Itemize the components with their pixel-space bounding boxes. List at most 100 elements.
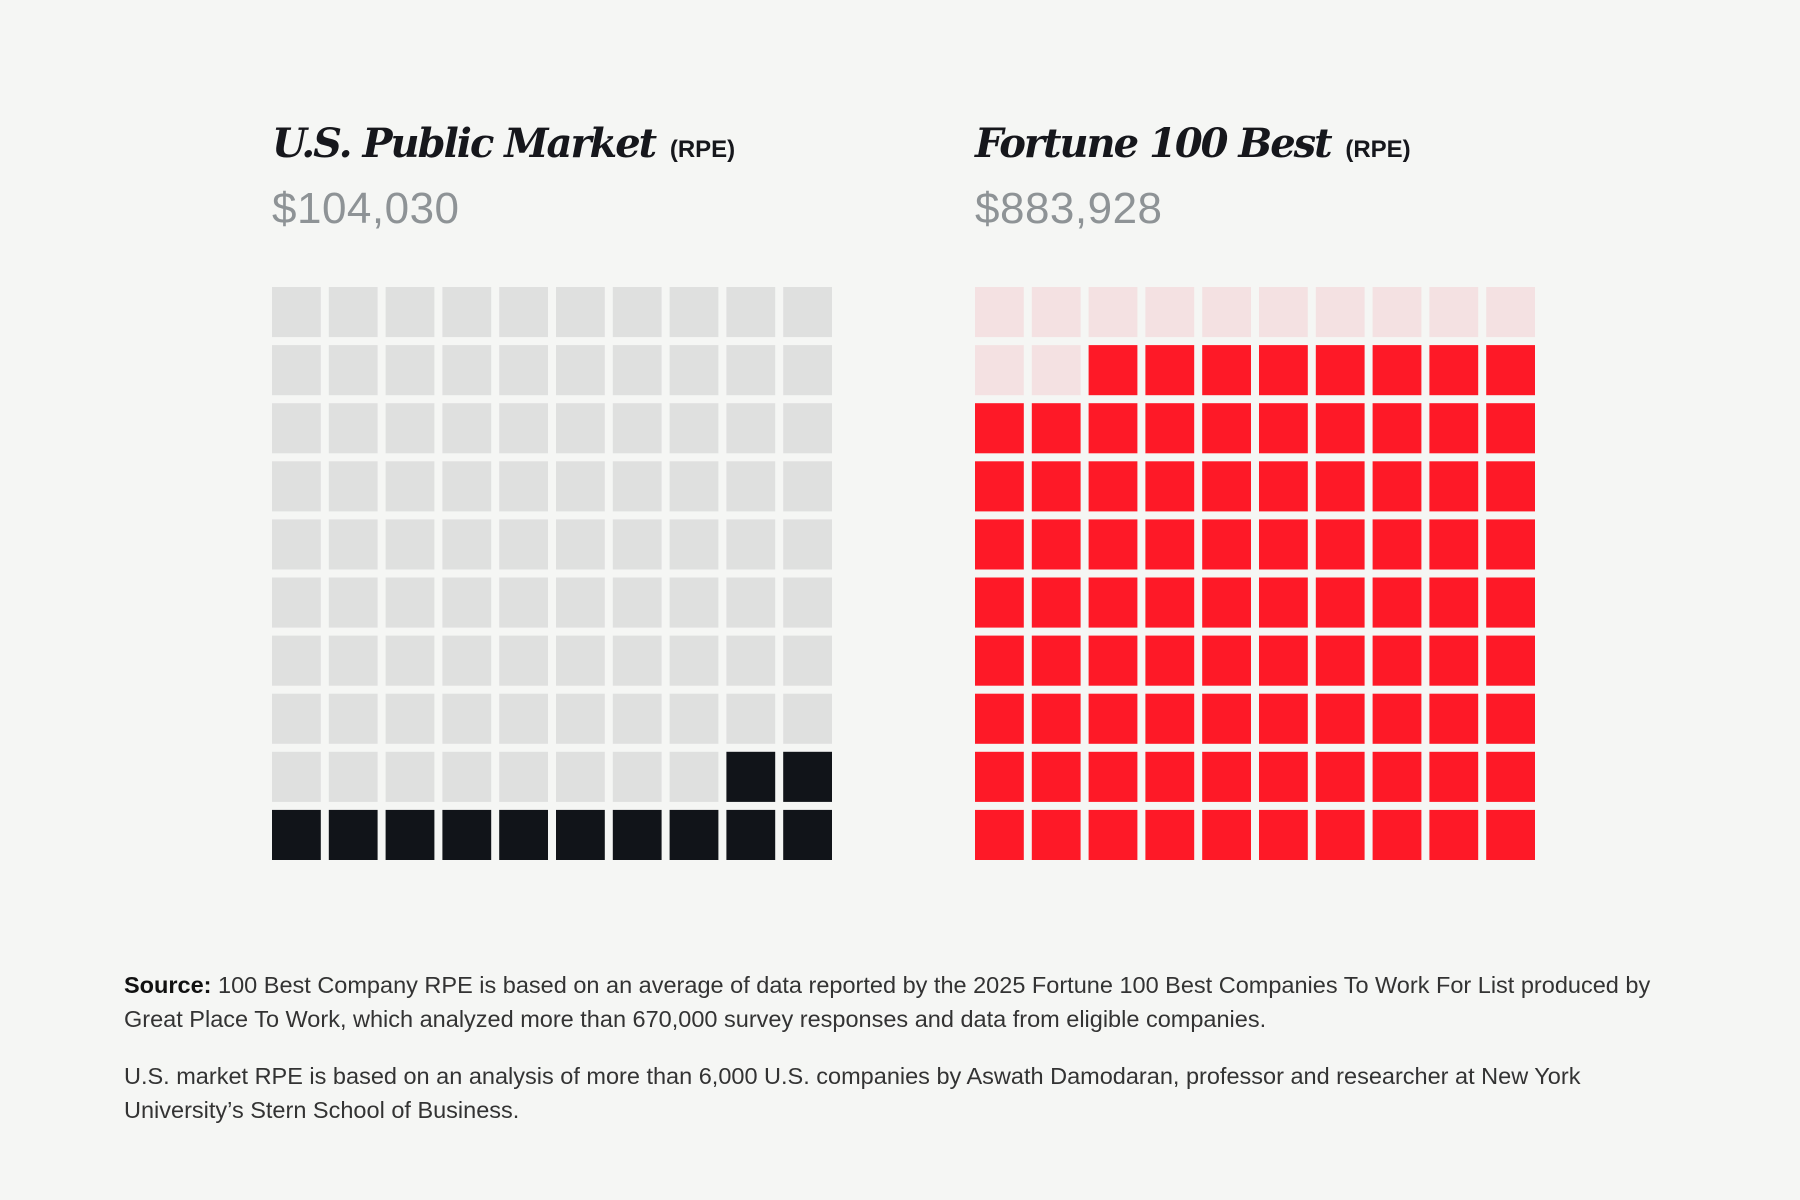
waffle-cell-filled — [1088, 577, 1138, 628]
waffle-cell-empty — [669, 345, 719, 396]
waffle-cell-filled — [1315, 693, 1365, 744]
waffle-cell-empty — [442, 345, 492, 396]
us-public-market-waffle — [272, 287, 832, 860]
waffle-cell-empty — [499, 693, 548, 744]
waffle-cell-empty — [669, 287, 719, 338]
waffle-cell-empty — [726, 693, 776, 744]
waffle-cell-filled — [1486, 809, 1535, 860]
waffle-cell-filled — [1429, 519, 1479, 570]
waffle-cell-filled — [975, 577, 1024, 628]
waffle-cell-empty — [783, 519, 832, 570]
waffle-cell-empty — [1315, 287, 1365, 338]
waffle-cell-empty — [726, 577, 776, 628]
waffle-cell-filled — [1372, 403, 1422, 454]
waffle-cell-filled — [975, 809, 1024, 860]
waffle-cell-empty — [669, 461, 719, 512]
waffle-cell-filled — [1372, 635, 1422, 686]
waffle-cell-filled — [1259, 345, 1308, 396]
waffle-cell-empty — [499, 287, 548, 338]
waffle-cell-filled — [1315, 345, 1365, 396]
waffle-cell-filled — [1429, 345, 1479, 396]
waffle-cell-filled — [1372, 461, 1422, 512]
waffle-cell-empty — [783, 287, 832, 338]
waffle-cell-filled — [975, 635, 1024, 686]
waffle-cell-empty — [1202, 287, 1251, 338]
waffle-grid — [975, 287, 1535, 860]
waffle-cell-empty — [499, 751, 548, 802]
waffle-cell-filled — [975, 751, 1024, 802]
waffle-cell-filled — [1315, 809, 1365, 860]
waffle-cell-empty — [783, 345, 832, 396]
waffle-cell-empty — [385, 403, 435, 454]
source-text: 100 Best Company RPE is based on an aver… — [124, 972, 1651, 1032]
waffle-cell-empty — [385, 693, 435, 744]
waffle-cell-empty — [1031, 287, 1081, 338]
waffle-cell-empty — [783, 403, 832, 454]
waffle-cell-empty — [272, 519, 321, 570]
waffle-cell-filled — [1486, 693, 1535, 744]
waffle-cell-filled — [1486, 461, 1535, 512]
waffle-cell-empty — [442, 577, 492, 628]
waffle-cell-empty — [556, 287, 605, 338]
waffle-cell-empty — [556, 693, 605, 744]
waffle-cell-empty — [1372, 287, 1422, 338]
fortune-100-best-title-suffix: (RPE) — [1345, 136, 1411, 163]
waffle-cell-filled — [1259, 635, 1308, 686]
waffle-cell-filled — [1202, 461, 1251, 512]
waffle-cell-empty — [499, 461, 548, 512]
fortune-100-best-waffle — [975, 287, 1535, 860]
waffle-cell-filled — [1315, 461, 1365, 512]
waffle-cell-filled — [783, 809, 832, 860]
waffle-cell-empty — [726, 519, 776, 570]
waffle-cell-filled — [1429, 577, 1479, 628]
waffle-cell-filled — [1145, 809, 1195, 860]
waffle-cell-filled — [1031, 635, 1081, 686]
waffle-cell-filled — [1202, 809, 1251, 860]
waffle-cell-empty — [385, 635, 435, 686]
waffle-cell-filled — [1429, 461, 1479, 512]
waffle-cell-empty — [272, 635, 321, 686]
waffle-cell-empty — [442, 287, 492, 338]
waffle-cell-filled — [272, 809, 321, 860]
waffle-cell-filled — [1202, 403, 1251, 454]
waffle-cell-empty — [272, 577, 321, 628]
waffle-cell-empty — [556, 345, 605, 396]
waffle-cell-empty — [612, 577, 662, 628]
waffle-cell-empty — [556, 577, 605, 628]
waffle-cell-filled — [1088, 751, 1138, 802]
waffle-cell-filled — [1486, 519, 1535, 570]
waffle-cell-filled — [1031, 403, 1081, 454]
waffle-cell-filled — [1372, 751, 1422, 802]
waffle-cell-filled — [1202, 635, 1251, 686]
waffle-cell-empty — [556, 461, 605, 512]
waffle-cell-empty — [975, 287, 1024, 338]
waffle-cell-empty — [612, 693, 662, 744]
waffle-cell-empty — [669, 693, 719, 744]
waffle-cell-empty — [272, 751, 321, 802]
waffle-cell-filled — [1429, 403, 1479, 454]
waffle-cell-filled — [1088, 345, 1138, 396]
waffle-cell-empty — [669, 635, 719, 686]
waffle-cell-empty — [499, 403, 548, 454]
waffle-cell-empty — [385, 519, 435, 570]
waffle-cell-empty — [328, 693, 378, 744]
waffle-cell-empty — [612, 403, 662, 454]
waffle-cell-empty — [499, 345, 548, 396]
waffle-cell-filled — [726, 751, 776, 802]
waffle-cell-filled — [1259, 403, 1308, 454]
waffle-cell-filled — [1259, 693, 1308, 744]
waffle-cell-filled — [1259, 809, 1308, 860]
waffle-cell-filled — [499, 809, 548, 860]
waffle-cell-empty — [1145, 287, 1195, 338]
waffle-cell-empty — [1031, 345, 1081, 396]
fortune-100-best-panel: Fortune 100 Best (RPE) $883,928 — [975, 120, 1535, 860]
waffle-cell-filled — [1145, 345, 1195, 396]
waffle-cell-empty — [499, 519, 548, 570]
waffle-cell-empty — [726, 461, 776, 512]
waffle-cell-filled — [1031, 751, 1081, 802]
waffle-cell-filled — [1486, 577, 1535, 628]
waffle-cell-filled — [1031, 693, 1081, 744]
waffle-cell-empty — [556, 519, 605, 570]
waffle-cell-filled — [1031, 519, 1081, 570]
waffle-cell-filled — [1372, 693, 1422, 744]
